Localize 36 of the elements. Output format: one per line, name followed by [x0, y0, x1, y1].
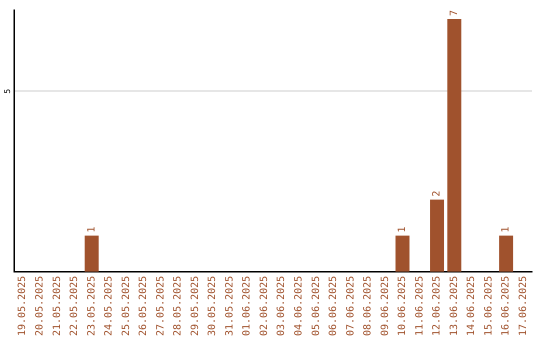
data-label: 2 — [432, 190, 443, 197]
x-tick-label: 02.06.2025 — [258, 276, 270, 336]
x-tick-label: 13.06.2025 — [448, 276, 460, 336]
x-tick-label: 09.06.2025 — [380, 276, 391, 336]
x-tick-label: 04.06.2025 — [293, 276, 304, 336]
x-tick-label: 23.05.2025 — [86, 276, 98, 336]
x-tick-label: 03.06.2025 — [276, 276, 288, 336]
x-tick-label: 27.05.2025 — [155, 276, 166, 336]
x-tick-label: 01.06.2025 — [242, 276, 253, 336]
x-tick-label: 12.06.2025 — [432, 276, 443, 336]
y-tick-label: 5 — [3, 88, 12, 94]
x-tick-label: 19.05.2025 — [17, 276, 28, 336]
x-tick-label: 14.06.2025 — [466, 276, 478, 336]
x-tick-label: 30.05.2025 — [207, 276, 218, 336]
x-tick-label: 06.06.2025 — [328, 276, 340, 336]
x-tick-label: 22.05.2025 — [69, 276, 80, 336]
x-tick-label: 15.06.2025 — [483, 276, 494, 336]
x-tick-label: 25.05.2025 — [120, 276, 132, 336]
x-tick-label: 08.06.2025 — [362, 276, 374, 336]
x-tick-label: 16.06.2025 — [500, 276, 512, 336]
x-tick-label: 28.05.2025 — [172, 276, 184, 336]
data-label: 1 — [86, 226, 98, 233]
data-label: 1 — [500, 226, 512, 233]
x-tick-label: 07.06.2025 — [345, 276, 356, 336]
x-tick-label: 17.06.2025 — [518, 276, 529, 336]
x-tick-label: 21.05.2025 — [52, 276, 63, 336]
x-tick-label: 05.06.2025 — [310, 276, 322, 336]
data-label: 1 — [397, 226, 408, 233]
x-tick-label: 24.05.2025 — [104, 276, 115, 336]
data-label: 7 — [448, 10, 460, 16]
x-tick-label: 11.06.2025 — [414, 276, 426, 336]
x-tick-label: 29.05.2025 — [190, 276, 201, 336]
x-tick-label: 26.05.2025 — [138, 276, 150, 336]
x-tick-label: 10.06.2025 — [397, 276, 408, 336]
x-tick-label: 20.05.2025 — [34, 276, 46, 336]
x-tick-label: 31.05.2025 — [224, 276, 236, 336]
